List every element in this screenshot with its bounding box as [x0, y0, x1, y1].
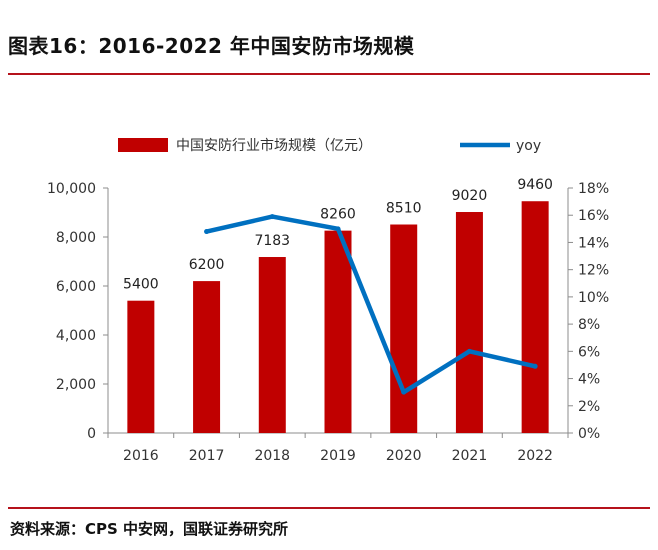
- y-left-tick-label: 10,000: [47, 181, 96, 197]
- y-right-tick-label: 6%: [578, 344, 600, 360]
- y-left-tick-label: 6,000: [56, 279, 96, 295]
- bar: [324, 230, 352, 433]
- y-right-tick-label: 18%: [578, 181, 609, 197]
- x-tick-label: 2017: [189, 448, 225, 464]
- y-right-tick-label: 10%: [578, 290, 609, 306]
- y-right-tick-label: 14%: [578, 235, 609, 251]
- bar-value-label: 7183: [254, 233, 290, 249]
- legend-swatch-bar: [118, 138, 168, 152]
- bar: [455, 212, 483, 433]
- legend-label-line: yoy: [516, 138, 541, 154]
- bar-value-label: 8260: [320, 207, 356, 223]
- x-tick-label: 2020: [386, 448, 422, 464]
- y-right-tick-label: 12%: [578, 263, 609, 279]
- yoy-point: [532, 363, 538, 369]
- y-right-tick-label: 16%: [578, 208, 609, 224]
- y-right-tick-label: 0%: [578, 426, 600, 442]
- bar-value-label: 9460: [517, 177, 553, 193]
- title-divider: [8, 73, 650, 75]
- x-tick-label: 2016: [123, 448, 159, 464]
- x-tick-label: 2021: [452, 448, 488, 464]
- bar-value-label: 8510: [386, 201, 422, 217]
- yoy-point: [269, 214, 275, 220]
- bar: [127, 300, 155, 433]
- yoy-point: [466, 348, 472, 354]
- y-left-tick-label: 0: [87, 426, 96, 442]
- yoy-point: [401, 389, 407, 395]
- x-tick-label: 2019: [320, 448, 356, 464]
- y-left-tick-label: 2,000: [56, 377, 96, 393]
- source-divider: [8, 507, 650, 509]
- figure-title: 图表16：2016-2022 年中国安防市场规模: [8, 34, 415, 58]
- yoy-point: [204, 229, 210, 235]
- bar-value-label: 5400: [123, 277, 159, 293]
- y-right-tick-label: 4%: [578, 372, 600, 388]
- y-left-tick-label: 8,000: [56, 230, 96, 246]
- bar-value-label: 9020: [452, 188, 488, 204]
- yoy-point: [335, 226, 341, 232]
- y-right-tick-label: 8%: [578, 317, 600, 333]
- y-right-tick-label: 2%: [578, 399, 600, 415]
- bar: [390, 224, 418, 433]
- y-left-tick-label: 4,000: [56, 328, 96, 344]
- yoy-line: [204, 214, 538, 395]
- legend-label-bar: 中国安防行业市场规模（亿元）: [176, 137, 372, 154]
- bar: [193, 281, 221, 433]
- source-note: 资料来源：CPS 中安网，国联证券研究所: [10, 520, 289, 538]
- x-tick-label: 2022: [517, 448, 553, 464]
- bar: [521, 201, 549, 433]
- bar: [258, 257, 286, 433]
- bar-value-label: 6200: [189, 257, 225, 273]
- x-tick-label: 2018: [254, 448, 290, 464]
